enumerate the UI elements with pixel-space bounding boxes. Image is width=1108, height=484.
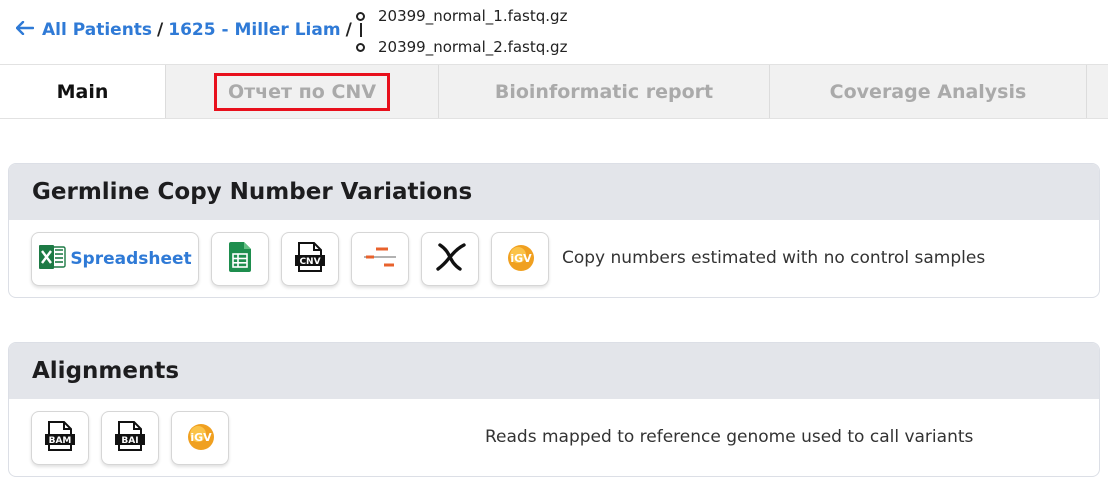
page-header: All Patients / 1625 - Miller Liam / 2039… (0, 0, 1108, 64)
cnv-section-card: Germline Copy Number Variations Spreadsh… (8, 163, 1100, 298)
section-body: BAM BAI iGV Read (9, 399, 1099, 476)
file-item: 20399_normal_1.fastq.gz (356, 4, 567, 28)
file-item: 20399_normal_2.fastq.gz (356, 35, 567, 59)
tab-label: Main (56, 80, 109, 103)
tab-label: Отчет по CNV (227, 80, 377, 103)
chromosome-button[interactable] (421, 232, 479, 286)
file-name: 20399_normal_2.fastq.gz (378, 38, 568, 56)
section-description: Copy numbers estimated with no control s… (562, 248, 986, 268)
tab-coverage-analysis[interactable]: Coverage Analysis (770, 65, 1087, 118)
bam-file-button[interactable]: BAM (31, 411, 89, 465)
tab-bar: Main Отчет по CNV Bioinformatic report C… (0, 64, 1108, 119)
cnv-file-button[interactable]: CNV (281, 232, 339, 286)
tab-bioinformatic-report[interactable]: Bioinformatic report (439, 65, 770, 118)
tab-label: Coverage Analysis (829, 80, 1027, 103)
file-node-icon (356, 11, 365, 21)
section-title: Germline Copy Number Variations (9, 164, 1099, 220)
bai-file-icon: BAI (115, 420, 145, 456)
svg-text:BAI: BAI (121, 436, 138, 446)
spreadsheet-label: Spreadsheet (70, 249, 192, 269)
breadcrumb-all-patients[interactable]: All Patients (42, 20, 153, 40)
breadcrumb: All Patients / 1625 - Miller Liam / (15, 20, 357, 40)
segments-icon (362, 245, 398, 273)
cnv-file-icon: CNV (295, 241, 325, 277)
file-list: 20399_normal_1.fastq.gz 20399_normal_2.f… (356, 4, 567, 59)
spreadsheet-button[interactable]: Spreadsheet (31, 232, 199, 286)
igv-icon: iGV (504, 241, 536, 277)
arrow-left-icon[interactable] (15, 20, 35, 40)
alignments-section-card: Alignments BAM BAI (8, 342, 1100, 477)
tab-cnv-report[interactable]: Отчет по CNV (166, 65, 439, 118)
svg-text:BAM: BAM (49, 436, 72, 446)
breadcrumb-separator: / (157, 20, 164, 40)
tab-main[interactable]: Main (0, 65, 166, 118)
svg-text:CNV: CNV (299, 257, 320, 267)
sheets-button[interactable] (211, 232, 269, 286)
igv-button[interactable]: iGV (491, 232, 549, 286)
tab-overflow[interactable] (1087, 65, 1108, 118)
breadcrumb-separator: / (345, 20, 352, 40)
igv-icon: iGV (184, 420, 216, 456)
breadcrumb-patient[interactable]: 1625 - Miller Liam (168, 20, 341, 40)
tab-label: Bioinformatic report (494, 80, 714, 103)
section-body: Spreadsheet CNV (9, 220, 1099, 297)
file-node-icon (356, 42, 365, 52)
igv-button[interactable]: iGV (171, 411, 229, 465)
bam-file-icon: BAM (45, 420, 75, 456)
tab-highlight-box: Отчет по CNV (213, 72, 391, 111)
file-connector-line (359, 23, 362, 37)
excel-icon (38, 244, 67, 274)
svg-text:iGV: iGV (510, 252, 532, 265)
bai-file-button[interactable]: BAI (101, 411, 159, 465)
sheets-icon (227, 241, 253, 277)
segments-button[interactable] (351, 232, 409, 286)
chromosome-icon (432, 241, 468, 277)
section-title: Alignments (9, 343, 1099, 399)
svg-text:iGV: iGV (190, 431, 212, 444)
section-description: Reads mapped to reference genome used to… (485, 427, 974, 447)
file-name: 20399_normal_1.fastq.gz (378, 7, 568, 25)
